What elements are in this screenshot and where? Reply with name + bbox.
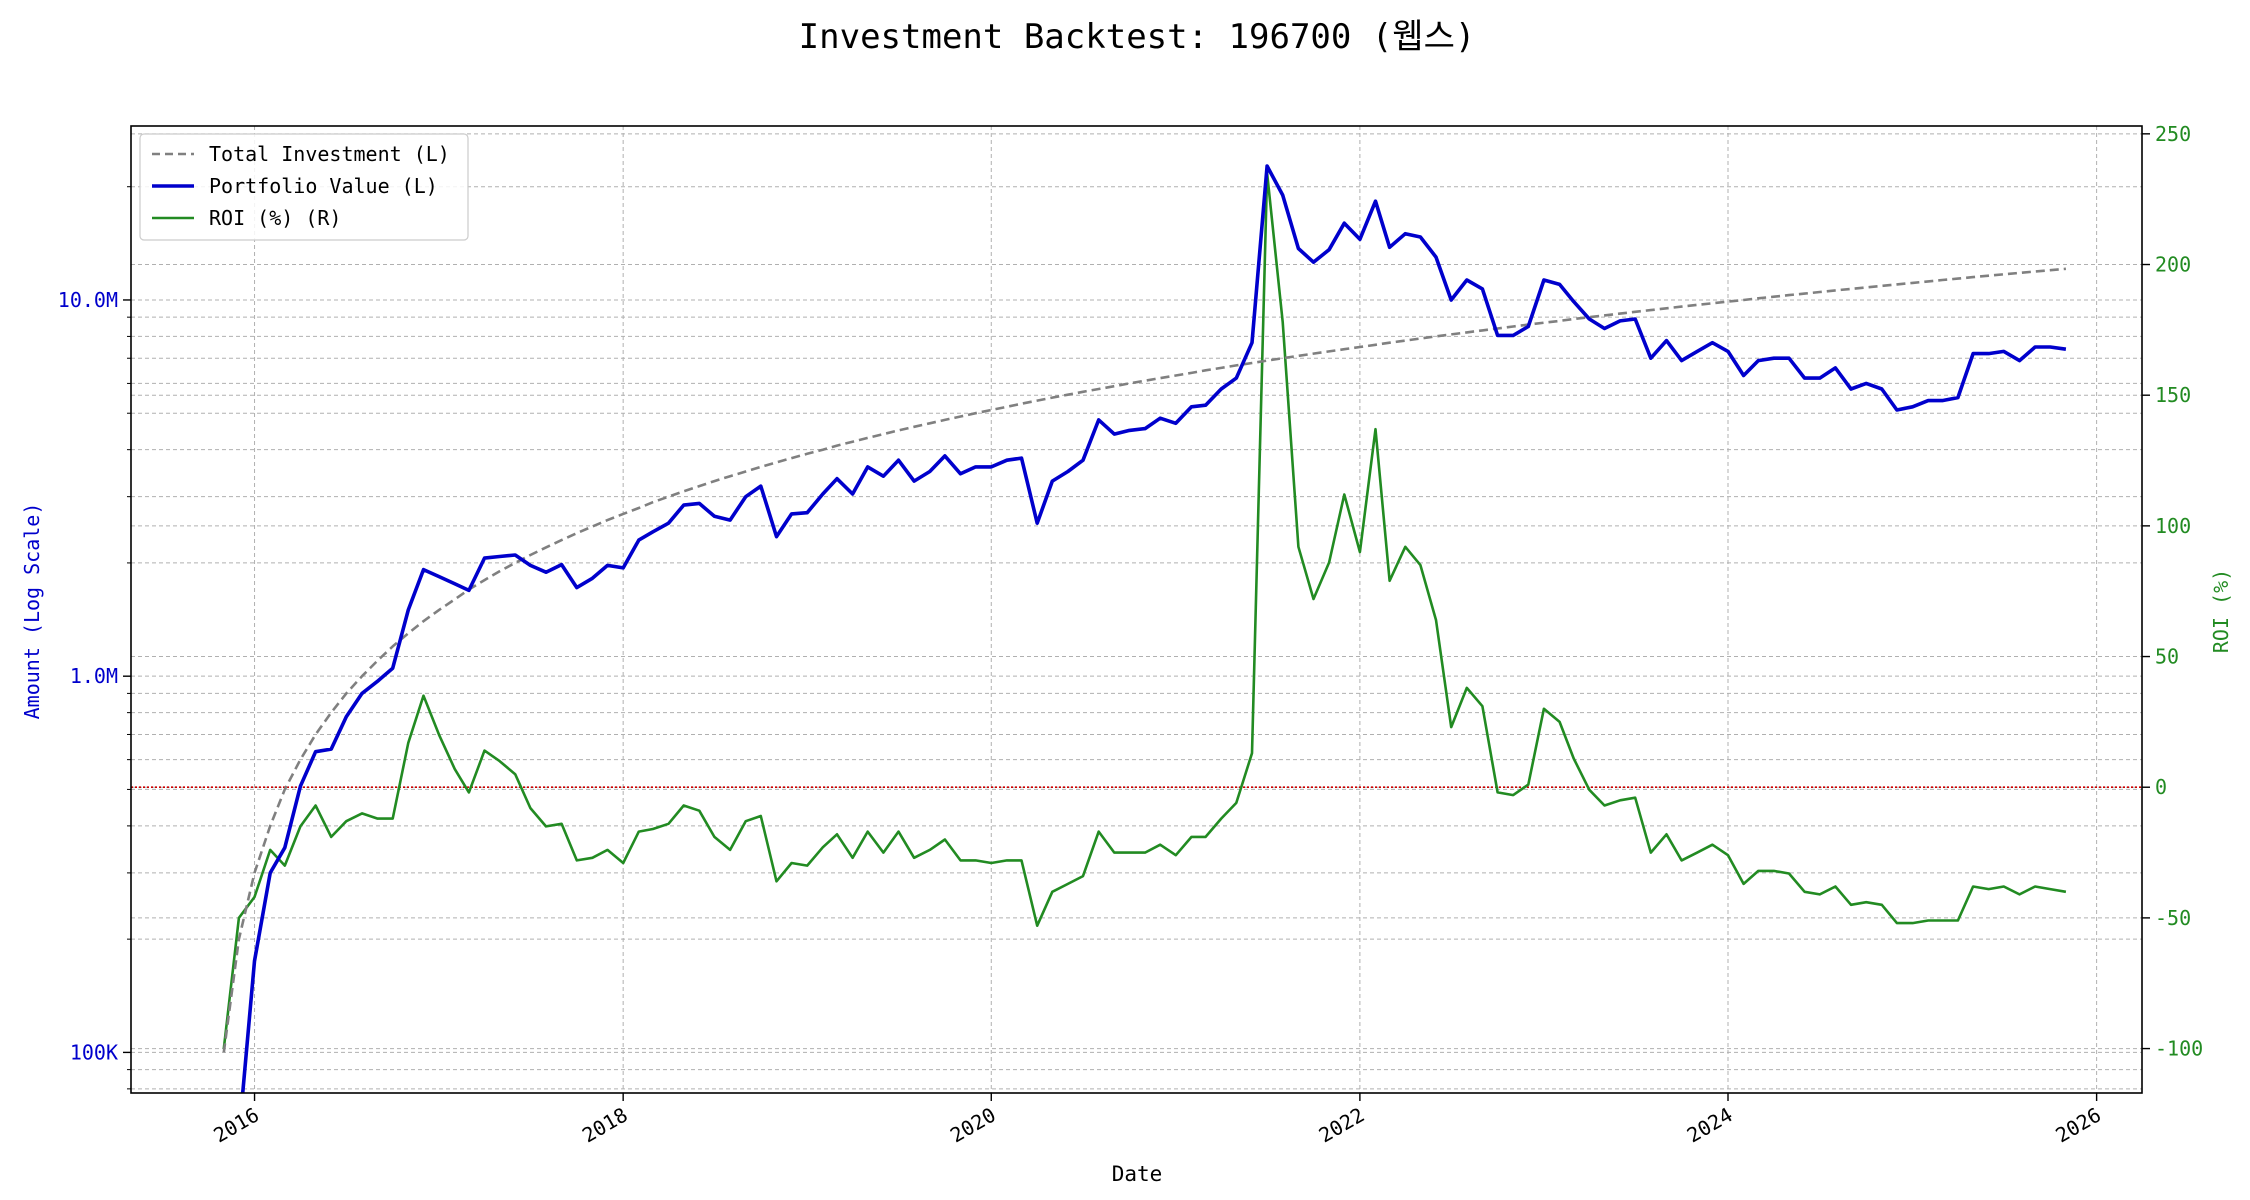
right-tick-label: 250 <box>2155 122 2191 146</box>
left-tick-label: 1.0M <box>70 664 118 688</box>
right-tick-label: 50 <box>2155 645 2179 669</box>
right-tick-label: 100 <box>2155 514 2191 538</box>
legend-box <box>139 133 469 241</box>
right-axis-ticks: -100 -50 0 50 100 150 200 250 <box>2142 122 2203 1061</box>
series-roi <box>222 171 2067 1049</box>
legend: Total Investment (L) Portfolio Value (L)… <box>139 133 469 241</box>
left-tick-label: 100K <box>70 1040 118 1064</box>
x-axis-label: Date <box>1112 1162 1163 1186</box>
chart-title: Investment Backtest: 196700 (웹스) <box>799 17 1476 57</box>
grid-lines <box>131 126 2142 1093</box>
right-tick-label: 0 <box>2155 775 2167 799</box>
series-lines <box>222 164 2067 1093</box>
right-tick-label: 200 <box>2155 253 2191 277</box>
legend-label-roi: ROI (%) (R) <box>209 206 341 230</box>
left-axis-label: Amount (Log Scale) <box>20 503 44 720</box>
plot-frame <box>130 125 2143 1094</box>
legend-label-portfolio-value: Portfolio Value (L) <box>209 174 438 198</box>
series-total-investment <box>222 267 2067 1053</box>
right-tick-label: -100 <box>2155 1037 2203 1061</box>
right-axis-label: ROI (%) <box>2209 569 2233 653</box>
left-axis-ticks: 100K 1.0M 10.0M <box>58 186 131 1090</box>
left-tick-label: 10.0M <box>58 288 118 312</box>
right-tick-label: -50 <box>2155 906 2191 930</box>
legend-label-total-investment: Total Investment (L) <box>209 142 450 166</box>
right-tick-label: 150 <box>2155 383 2191 407</box>
series-portfolio-value <box>240 164 2067 1093</box>
